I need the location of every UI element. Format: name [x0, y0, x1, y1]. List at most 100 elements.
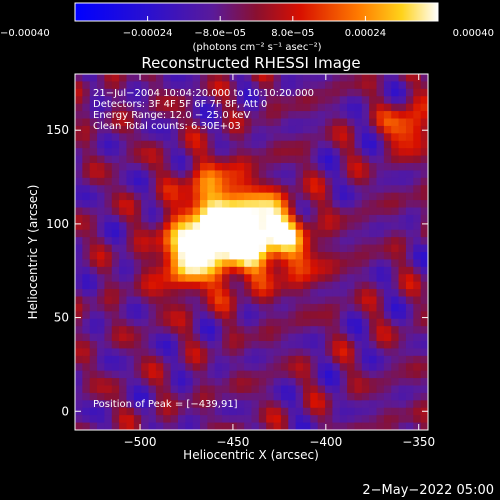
plot-frame	[74, 73, 429, 431]
heatmap-cell	[170, 355, 179, 364]
heatmap-cell	[266, 341, 275, 350]
heatmap-cell	[391, 252, 400, 261]
heatmap-cell	[141, 326, 150, 335]
heatmap-cell	[391, 74, 400, 83]
heatmap-cell	[413, 333, 422, 342]
heatmap-cell	[347, 274, 356, 283]
heatmap-cell	[133, 370, 142, 379]
heatmap-cell	[207, 74, 216, 83]
heatmap-cell	[288, 133, 297, 142]
heatmap-cell	[420, 192, 428, 201]
heatmap-cell	[310, 385, 319, 394]
heatmap-cell	[295, 185, 304, 194]
heatmap-cell	[89, 385, 98, 394]
heatmap-cell	[317, 318, 326, 327]
y-tick-label: 0	[61, 404, 69, 418]
heatmap-cell	[177, 303, 186, 312]
heatmap-cell	[141, 244, 150, 253]
heatmap-cell	[413, 177, 422, 186]
heatmap-cell	[376, 170, 385, 179]
heatmap-cell	[119, 341, 128, 350]
heatmap-cell	[354, 385, 363, 394]
heatmap-cell	[288, 192, 297, 201]
heatmap-cell	[251, 140, 260, 149]
heatmap-cell	[97, 81, 106, 90]
heatmap-cell	[280, 74, 289, 83]
heatmap-cell	[369, 355, 378, 364]
heatmap-cell	[405, 118, 414, 127]
heatmap-cell	[383, 207, 392, 216]
heatmap-cell	[104, 333, 113, 342]
heatmap-cell	[111, 400, 120, 409]
heatmap-cell	[354, 348, 363, 357]
heatmap-cell	[200, 229, 208, 238]
heatmap-cell	[141, 133, 150, 142]
heatmap-cell	[361, 103, 370, 112]
heatmap-cell	[214, 200, 223, 209]
heatmap-cell	[170, 407, 179, 416]
heatmap-cell	[361, 407, 370, 416]
heatmap-cell	[383, 363, 392, 372]
heatmap-cell	[244, 370, 253, 379]
heatmap-cell	[89, 81, 98, 90]
heatmap-cell	[258, 296, 267, 305]
heatmap-cell	[185, 400, 194, 409]
heatmap-cell	[413, 214, 422, 223]
heatmap-cell	[229, 133, 238, 142]
heatmap-cell	[229, 259, 238, 268]
heatmap-cell	[317, 163, 326, 172]
heatmap-cell	[413, 363, 422, 372]
heatmap-cell	[405, 96, 414, 105]
heatmap-cell	[361, 415, 370, 424]
heatmap-cell	[170, 348, 179, 357]
heatmap-cell	[89, 348, 98, 357]
heatmap-cell	[97, 244, 106, 253]
heatmap-cell	[141, 333, 150, 342]
heatmap-cell	[347, 96, 356, 105]
heatmap-cell	[97, 400, 106, 409]
heatmap-cell	[177, 348, 186, 357]
heatmap-cell	[207, 326, 216, 335]
heatmap-cell	[229, 385, 238, 394]
heatmap-cell	[376, 333, 385, 342]
heatmap-cell	[369, 341, 378, 350]
heatmap-cell	[369, 296, 378, 305]
heatmap-cell	[295, 74, 304, 83]
heatmap-cell	[280, 111, 289, 120]
heatmap-cell	[244, 415, 253, 424]
heatmap-cell	[295, 237, 304, 246]
heatmap-cell	[214, 252, 223, 261]
heatmap-cell	[369, 385, 378, 394]
heatmap-cell	[236, 237, 245, 246]
heatmap-cell	[266, 170, 275, 179]
heatmap-cell	[420, 333, 428, 342]
heatmap-cell	[148, 259, 157, 268]
heatmap-cell	[75, 155, 83, 164]
heatmap-cell	[192, 259, 201, 268]
heatmap-cell	[111, 88, 120, 97]
heatmap-cell	[89, 237, 98, 246]
heatmap-cell	[398, 266, 407, 275]
heatmap-cell	[413, 281, 422, 290]
heatmap-cell	[383, 274, 392, 283]
heatmap-cell	[391, 148, 400, 157]
heatmap-cell	[82, 177, 91, 186]
heatmap-cell	[258, 407, 267, 416]
heatmap-cell	[97, 370, 106, 379]
heatmap-cell	[177, 259, 186, 268]
heatmap-cell	[119, 229, 128, 238]
heatmap-cell	[89, 303, 98, 312]
heatmap-cell	[185, 237, 194, 246]
heatmap-cell	[97, 266, 106, 275]
heatmap-cell	[192, 81, 201, 90]
heatmap-cell	[361, 333, 370, 342]
heatmap-cell	[75, 326, 83, 335]
heatmap-cell	[420, 214, 428, 223]
heatmap-cell	[155, 266, 164, 275]
heatmap-cell	[236, 185, 245, 194]
heatmap-cell	[288, 296, 297, 305]
heatmap-cell	[361, 296, 370, 305]
heatmap-cell	[391, 259, 400, 268]
heatmap-cell	[258, 281, 267, 290]
heatmap-cell	[89, 229, 98, 238]
